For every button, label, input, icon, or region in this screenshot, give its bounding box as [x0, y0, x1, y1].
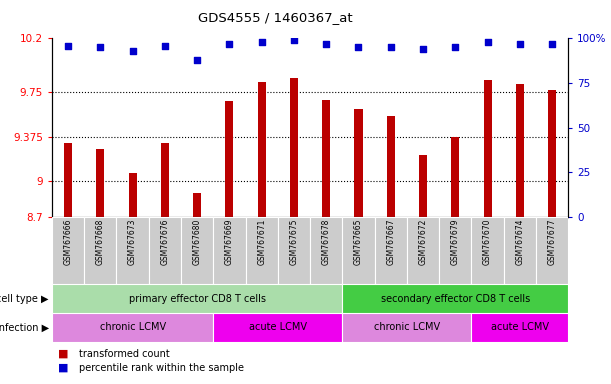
Bar	[64, 143, 72, 217]
Bar	[516, 84, 524, 217]
Bar	[452, 137, 459, 217]
Bar	[439, 217, 472, 284]
Point	[515, 41, 525, 47]
Bar	[161, 143, 169, 217]
Bar	[148, 217, 181, 284]
Text: primary effector CD8 T cells: primary effector CD8 T cells	[129, 293, 266, 304]
Bar	[117, 217, 148, 284]
Point	[418, 46, 428, 52]
Point	[547, 41, 557, 47]
Point	[483, 39, 492, 45]
Bar	[419, 155, 427, 217]
Bar	[342, 313, 472, 342]
Bar	[354, 109, 362, 217]
Text: GSM767676: GSM767676	[160, 219, 169, 265]
Bar	[472, 313, 568, 342]
Point	[257, 39, 266, 45]
Text: ■: ■	[58, 363, 68, 373]
Text: GSM767672: GSM767672	[419, 219, 428, 265]
Text: infection ▶: infection ▶	[0, 322, 49, 333]
Bar	[128, 173, 137, 217]
Point	[321, 41, 331, 47]
Bar	[213, 217, 246, 284]
Bar	[342, 284, 568, 313]
Point	[386, 44, 396, 50]
Text: cell type ▶: cell type ▶	[0, 293, 49, 304]
Bar	[407, 217, 439, 284]
Bar	[536, 217, 568, 284]
Point	[289, 37, 299, 43]
Bar	[483, 80, 492, 217]
Text: secondary effector CD8 T cells: secondary effector CD8 T cells	[381, 293, 530, 304]
Bar	[181, 217, 213, 284]
Bar	[548, 89, 556, 217]
Text: chronic LCMV: chronic LCMV	[374, 322, 440, 333]
Text: GSM767671: GSM767671	[257, 219, 266, 265]
Text: GSM767675: GSM767675	[290, 219, 298, 265]
Bar	[52, 217, 84, 284]
Bar	[503, 217, 536, 284]
Text: ■: ■	[58, 349, 68, 359]
Bar	[278, 217, 310, 284]
Bar	[387, 116, 395, 217]
Text: acute LCMV: acute LCMV	[249, 322, 307, 333]
Point	[160, 43, 170, 49]
Bar	[472, 217, 503, 284]
Point	[63, 43, 73, 49]
Text: GSM767679: GSM767679	[451, 219, 460, 265]
Bar	[225, 101, 233, 217]
Point	[354, 44, 364, 50]
Bar	[193, 193, 201, 217]
Bar	[258, 83, 266, 217]
Text: GSM767665: GSM767665	[354, 219, 363, 265]
Text: transformed count: transformed count	[79, 349, 170, 359]
Bar	[290, 78, 298, 217]
Text: GSM767673: GSM767673	[128, 219, 137, 265]
Text: GSM767670: GSM767670	[483, 219, 492, 265]
Bar	[213, 313, 342, 342]
Text: GDS4555 / 1460367_at: GDS4555 / 1460367_at	[197, 12, 353, 25]
Bar	[342, 217, 375, 284]
Bar	[97, 149, 104, 217]
Point	[224, 41, 234, 47]
Text: GSM767666: GSM767666	[64, 219, 73, 265]
Bar	[375, 217, 407, 284]
Text: percentile rank within the sample: percentile rank within the sample	[79, 363, 244, 373]
Text: GSM767678: GSM767678	[322, 219, 331, 265]
Bar	[246, 217, 278, 284]
Text: GSM767680: GSM767680	[192, 219, 202, 265]
Text: GSM767669: GSM767669	[225, 219, 234, 265]
Text: GSM767674: GSM767674	[515, 219, 524, 265]
Point	[128, 48, 137, 54]
Text: chronic LCMV: chronic LCMV	[100, 322, 166, 333]
Point	[95, 44, 105, 50]
Text: acute LCMV: acute LCMV	[491, 322, 549, 333]
Bar	[52, 284, 342, 313]
Text: GSM767667: GSM767667	[386, 219, 395, 265]
Bar	[322, 100, 331, 217]
Bar	[310, 217, 342, 284]
Point	[450, 44, 460, 50]
Bar	[84, 217, 117, 284]
Point	[192, 57, 202, 63]
Bar	[52, 313, 213, 342]
Text: GSM767668: GSM767668	[96, 219, 105, 265]
Text: GSM767677: GSM767677	[547, 219, 557, 265]
